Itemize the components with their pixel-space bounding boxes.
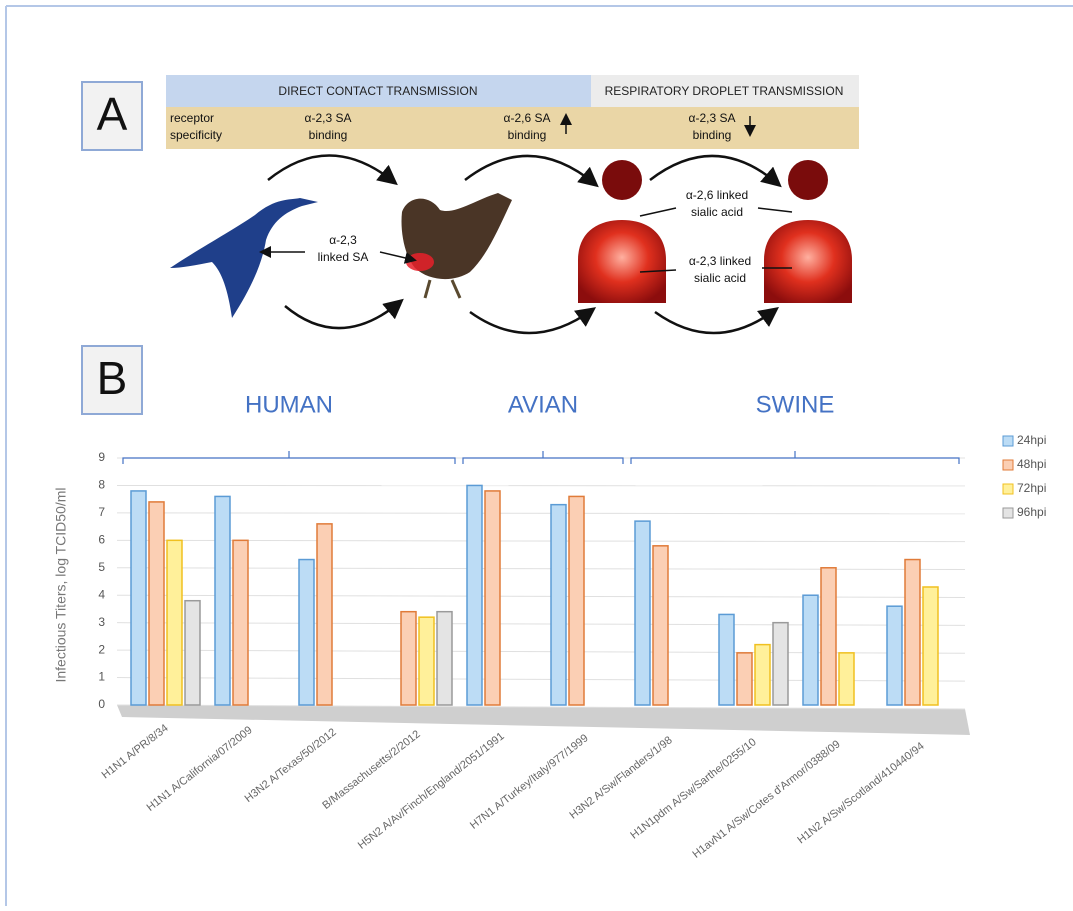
chicken — [402, 193, 512, 298]
label: binding — [309, 128, 348, 142]
legend-label: 96hpi — [1017, 505, 1046, 519]
bar — [803, 595, 818, 705]
y-tick-label: 8 — [98, 478, 105, 492]
human — [764, 160, 852, 303]
bar — [905, 560, 920, 705]
label: α-2,3 SA — [689, 111, 736, 125]
bar — [317, 524, 332, 705]
bar — [737, 653, 752, 705]
label: binding — [693, 128, 732, 142]
group-bracket — [631, 451, 959, 464]
grid-line — [117, 513, 965, 514]
y-tick-label: 4 — [98, 587, 105, 601]
bar — [467, 485, 482, 705]
bar — [923, 587, 938, 705]
label: α-2,3 SA — [305, 111, 352, 125]
bar — [233, 540, 248, 705]
bar — [569, 496, 584, 705]
y-tick-label: 9 — [98, 450, 105, 464]
chart: 0 1 2 3 4 5 6 7 8 9 HUMAN AVIAN SWINE 24hpi 48hpi 72hpi… — [98, 391, 1046, 860]
y-tick-label: 2 — [98, 642, 105, 656]
bar — [401, 612, 416, 705]
label: α-2,3 linked — [689, 254, 751, 268]
x-tick-label: H1N1 A/PR/8/34 — [100, 722, 171, 781]
bar — [653, 546, 668, 705]
bar — [839, 653, 854, 705]
group-bracket — [463, 451, 623, 464]
x-tick-label: H5N2 A/Av/Finch/England/2051/1991 — [356, 730, 507, 852]
y-tick-label: 1 — [98, 670, 105, 684]
label: α-2,6 SA — [504, 111, 551, 125]
bar — [131, 491, 146, 705]
x-tick-label: H1avN1 A/Sw/Cotes d'Armor/0388/09 — [690, 738, 842, 861]
legend-label: 72hpi — [1017, 481, 1046, 495]
bar — [437, 612, 452, 705]
bar — [215, 496, 230, 705]
bar — [719, 614, 734, 705]
label: receptor — [170, 111, 214, 125]
bar — [821, 568, 836, 705]
duck — [170, 198, 318, 318]
legend-swatch — [1003, 436, 1013, 446]
legend-swatch — [1003, 508, 1013, 518]
bar — [299, 560, 314, 705]
bar — [185, 601, 200, 705]
panel-label: A — [97, 88, 128, 140]
bar — [635, 521, 650, 705]
bar — [149, 502, 164, 705]
bar — [485, 491, 500, 705]
panel-label: B — [97, 352, 128, 404]
group-label: SWINE — [756, 391, 835, 418]
y-axis-label: Infectious Titers, log TCID50/ml — [53, 487, 69, 682]
label: α-2,3 — [329, 233, 357, 247]
legend-swatch — [1003, 484, 1013, 494]
bar — [755, 645, 770, 705]
y-tick-label: 6 — [98, 533, 105, 547]
group-bracket — [123, 451, 455, 464]
bar — [773, 623, 788, 705]
bar — [887, 606, 902, 705]
bar — [551, 505, 566, 705]
label: sialic acid — [691, 205, 743, 219]
y-tick-label: 5 — [98, 560, 105, 574]
header: DIRECT CONTACT TRANSMISSION — [278, 84, 477, 98]
group-label: AVIAN — [508, 391, 578, 418]
label: sialic acid — [694, 271, 746, 285]
legend-swatch — [1003, 460, 1013, 470]
x-tick-label: H3N2 A/Texas/50/2012 — [243, 726, 339, 805]
group-label: HUMAN — [245, 391, 333, 418]
label: specificity — [170, 128, 222, 142]
y-tick-label: 0 — [98, 697, 105, 711]
legend-label: 48hpi — [1017, 457, 1046, 471]
bar — [419, 617, 434, 705]
header: RESPIRATORY DROPLET TRANSMISSION — [605, 84, 844, 98]
bar — [167, 540, 182, 705]
y-tick-label: 7 — [98, 505, 105, 519]
y-tick-label: 3 — [98, 615, 105, 629]
label: linked SA — [318, 250, 369, 264]
x-tick-label: B/Massachusetts/2/2012 — [320, 728, 422, 812]
label: binding — [508, 128, 547, 142]
label: α-2,6 linked — [686, 188, 748, 202]
legend-label: 24hpi — [1017, 433, 1046, 447]
